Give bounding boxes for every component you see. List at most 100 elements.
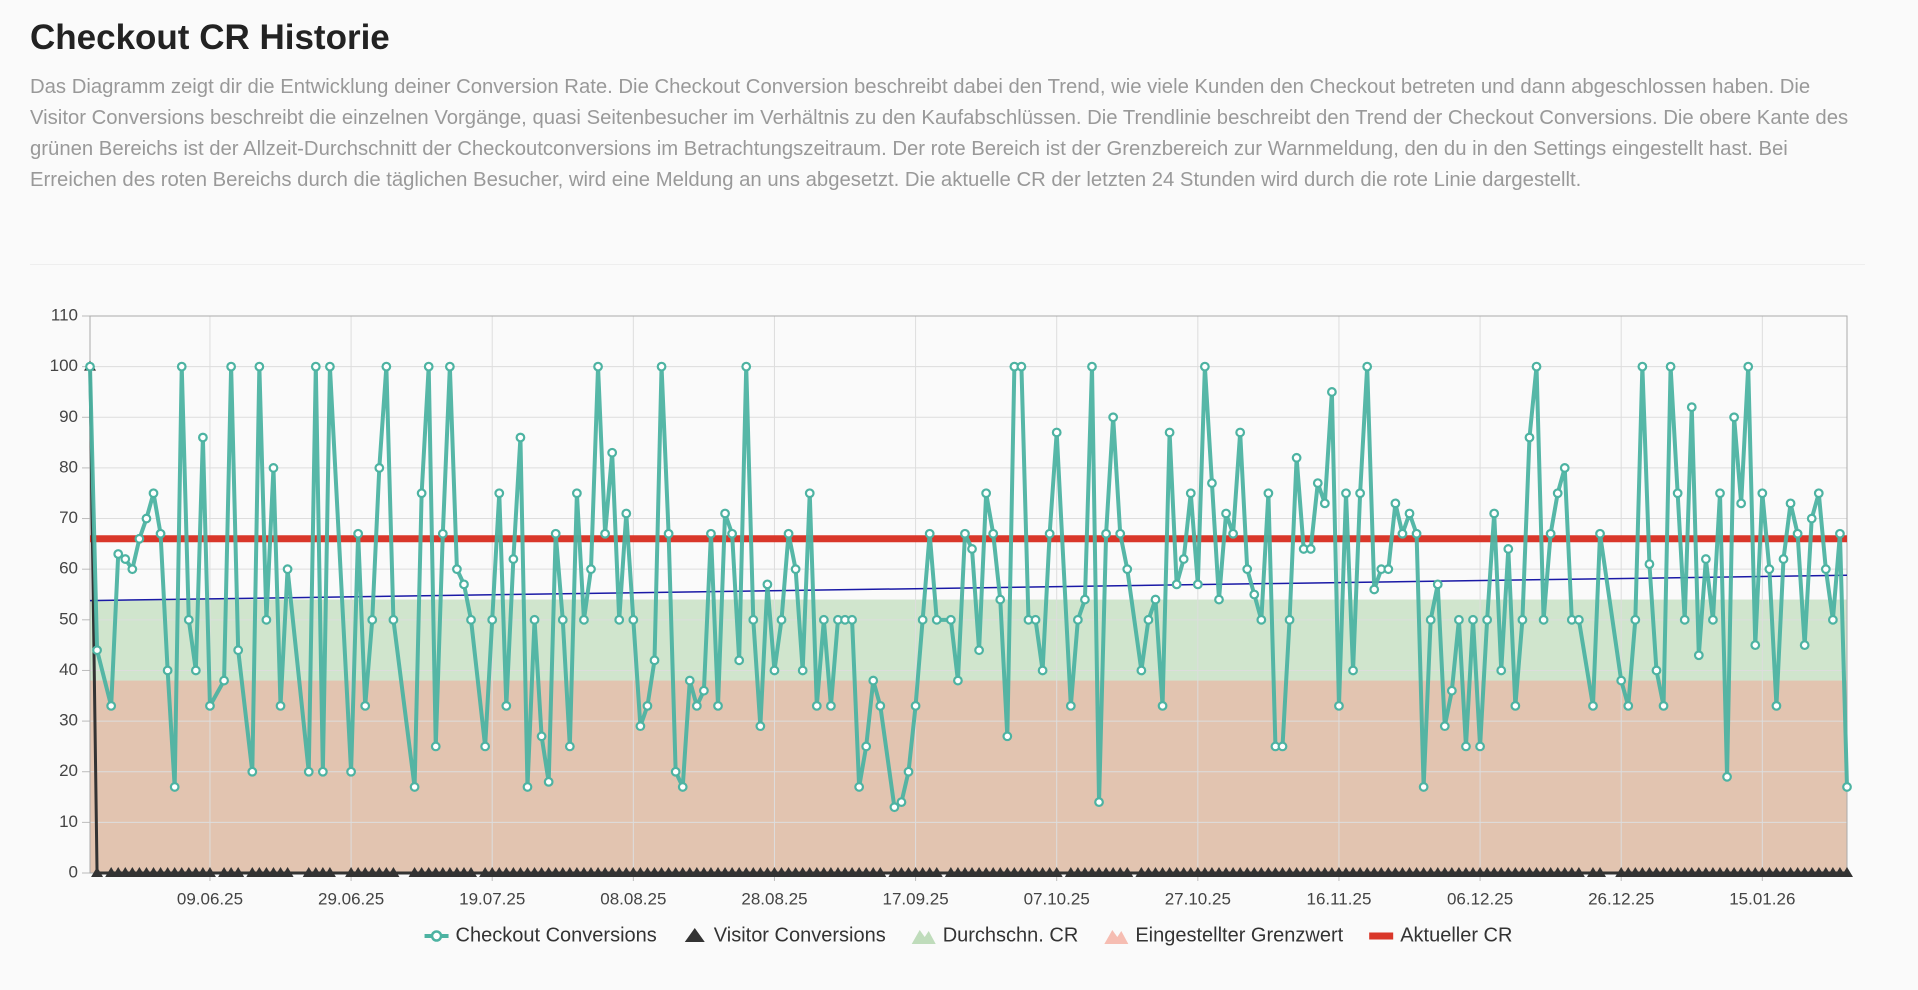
- point: [515, 432, 526, 443]
- point: [444, 361, 455, 372]
- point: [1799, 640, 1810, 651]
- point: [1256, 614, 1267, 625]
- point: [127, 564, 138, 575]
- point: [1242, 564, 1253, 575]
- x-tick-label: 29.06.25: [318, 889, 384, 908]
- point: [1192, 579, 1203, 590]
- point: [1827, 614, 1838, 625]
- x-tick-label: 27.10.25: [1165, 889, 1231, 908]
- point: [1524, 432, 1535, 443]
- point: [741, 361, 752, 372]
- point: [1672, 488, 1683, 499]
- legend-item: Visitor Conversions: [684, 924, 886, 946]
- point: [988, 528, 999, 539]
- point: [875, 701, 886, 711]
- legend-marker: [1104, 930, 1129, 944]
- description: Das Diagramm zeigt dir die Entwicklung d…: [30, 76, 1849, 191]
- point: [203, 867, 216, 877]
- point: [452, 564, 462, 575]
- point: [169, 782, 180, 792]
- legend-marker: [684, 928, 705, 942]
- point: [85, 361, 95, 372]
- x-tick-label: 15.01.26: [1729, 889, 1795, 908]
- point: [1235, 427, 1246, 438]
- point: [190, 665, 201, 676]
- x-tick-label: 28.08.25: [741, 889, 807, 908]
- trend-line: [89, 574, 1848, 602]
- y-tick-label: 60: [59, 559, 78, 578]
- point: [1439, 721, 1450, 732]
- point: [783, 528, 794, 539]
- point: [1644, 559, 1655, 570]
- point: [586, 564, 596, 575]
- point: [1679, 614, 1690, 625]
- point: [804, 488, 815, 499]
- point: [508, 554, 519, 564]
- point: [593, 361, 603, 372]
- point: [1686, 402, 1697, 413]
- point: [387, 867, 400, 877]
- point: [261, 614, 272, 625]
- y-tick-label: 50: [59, 609, 78, 628]
- page-title: Checkout CR Historie: [30, 18, 390, 57]
- legend-marker: [911, 930, 936, 944]
- point: [522, 782, 533, 792]
- point: [226, 361, 237, 372]
- point: [621, 508, 632, 519]
- point: [381, 361, 392, 372]
- point: [543, 776, 554, 787]
- point: [1764, 564, 1775, 575]
- point: [1545, 528, 1556, 539]
- point: [628, 614, 639, 625]
- point: [1037, 665, 1048, 676]
- point: [917, 614, 928, 625]
- point: [466, 614, 476, 625]
- y-tick-label: 10: [59, 812, 78, 831]
- point: [1517, 614, 1528, 625]
- point: [1390, 498, 1401, 509]
- y-tick-label: 40: [59, 660, 78, 679]
- point: [325, 361, 335, 372]
- point: [684, 675, 695, 686]
- point: [1404, 508, 1415, 519]
- point: [1199, 361, 1210, 372]
- point: [1397, 528, 1408, 539]
- point: [1355, 488, 1366, 499]
- point: [995, 594, 1006, 605]
- x-tick-label: 17.09.25: [882, 889, 948, 908]
- point: [861, 741, 872, 752]
- y-tick-label: 90: [59, 407, 78, 426]
- point: [360, 701, 371, 711]
- point: [931, 614, 942, 625]
- y-tick-label: 80: [59, 457, 78, 476]
- point: [1630, 614, 1641, 625]
- point: [1050, 867, 1063, 877]
- point: [310, 361, 321, 372]
- band-area: [90, 680, 1847, 873]
- point: [1362, 361, 1373, 372]
- point: [734, 655, 745, 666]
- point: [1121, 867, 1134, 877]
- point: [889, 802, 900, 813]
- point: [776, 614, 787, 625]
- point: [1806, 513, 1817, 524]
- point: [1277, 741, 1288, 752]
- legend-item: Aktueller CR: [1369, 924, 1512, 946]
- point: [1122, 564, 1133, 575]
- point: [1771, 701, 1782, 711]
- point: [323, 867, 336, 877]
- point: [1115, 528, 1126, 539]
- point: [847, 614, 857, 625]
- point: [1072, 614, 1083, 625]
- point: [281, 867, 294, 877]
- point: [1143, 614, 1154, 625]
- point: [353, 528, 364, 539]
- point: [1164, 427, 1175, 438]
- point: [1425, 614, 1436, 625]
- point: [465, 867, 478, 877]
- point: [176, 361, 187, 372]
- x-tick-label: 08.08.25: [600, 889, 666, 908]
- point: [706, 528, 716, 539]
